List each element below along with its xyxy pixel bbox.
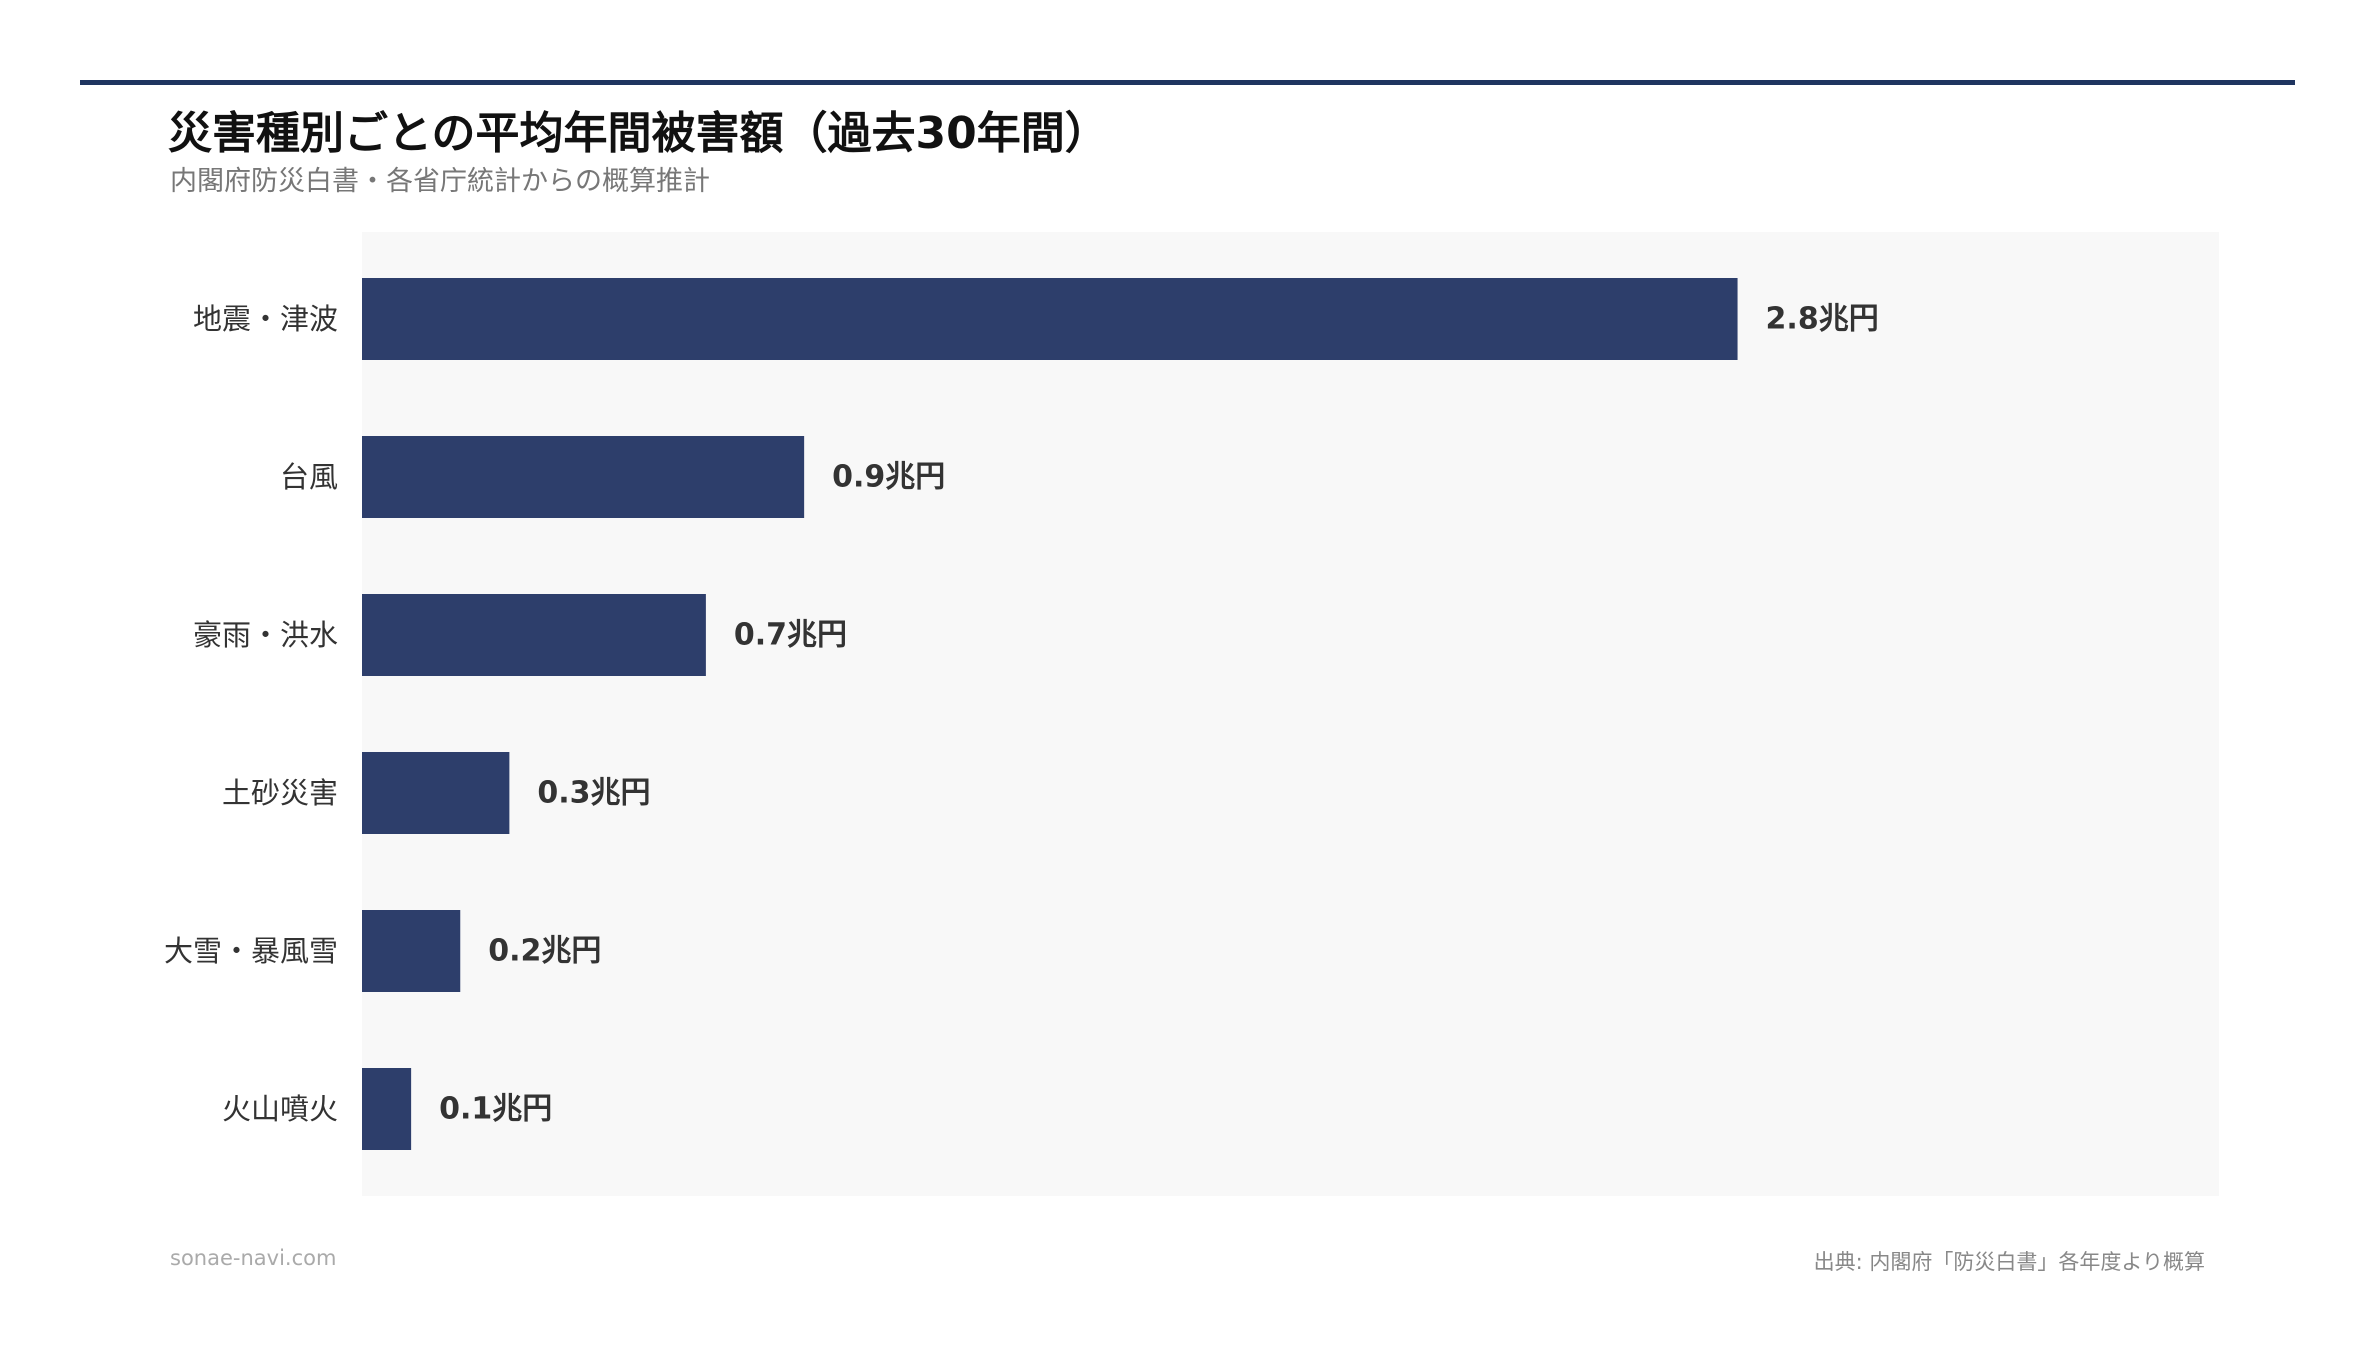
chart-title: 災害種別ごとの平均年間被害額（過去30年間） [168, 108, 1109, 159]
top-rule [80, 80, 2295, 85]
bar-0 [362, 278, 1738, 360]
bar-5 [362, 1068, 412, 1150]
bar-1 [362, 436, 805, 518]
bar-3 [362, 752, 510, 834]
value-label-0: 2.8兆円 [1766, 302, 1879, 337]
category-label-5: 火山噴火 [222, 1092, 338, 1126]
category-label-3: 土砂災害 [222, 776, 338, 810]
value-label-1: 0.9兆円 [832, 460, 945, 495]
category-label-4: 大雪・暴風雪 [164, 934, 338, 968]
bar-4 [362, 910, 461, 992]
footer-source: 出典: 内閣府「防災白書」各年度より概算 [1813, 1250, 2205, 1274]
chart-subtitle: 内閣府防災白書・各省庁統計からの概算推計 [170, 166, 710, 197]
value-label-3: 0.3兆円 [537, 776, 650, 811]
plot-area [362, 232, 2219, 1196]
category-label-1: 台風 [280, 460, 338, 494]
category-label-0: 地震・津波 [193, 302, 338, 336]
footer-site: sonae-navi.com [170, 1246, 337, 1270]
category-label-2: 豪雨・洪水 [193, 618, 338, 652]
value-label-4: 0.2兆円 [488, 934, 601, 969]
bar-2 [362, 594, 706, 676]
value-label-5: 0.1兆円 [439, 1092, 552, 1127]
value-label-2: 0.7兆円 [734, 618, 847, 653]
